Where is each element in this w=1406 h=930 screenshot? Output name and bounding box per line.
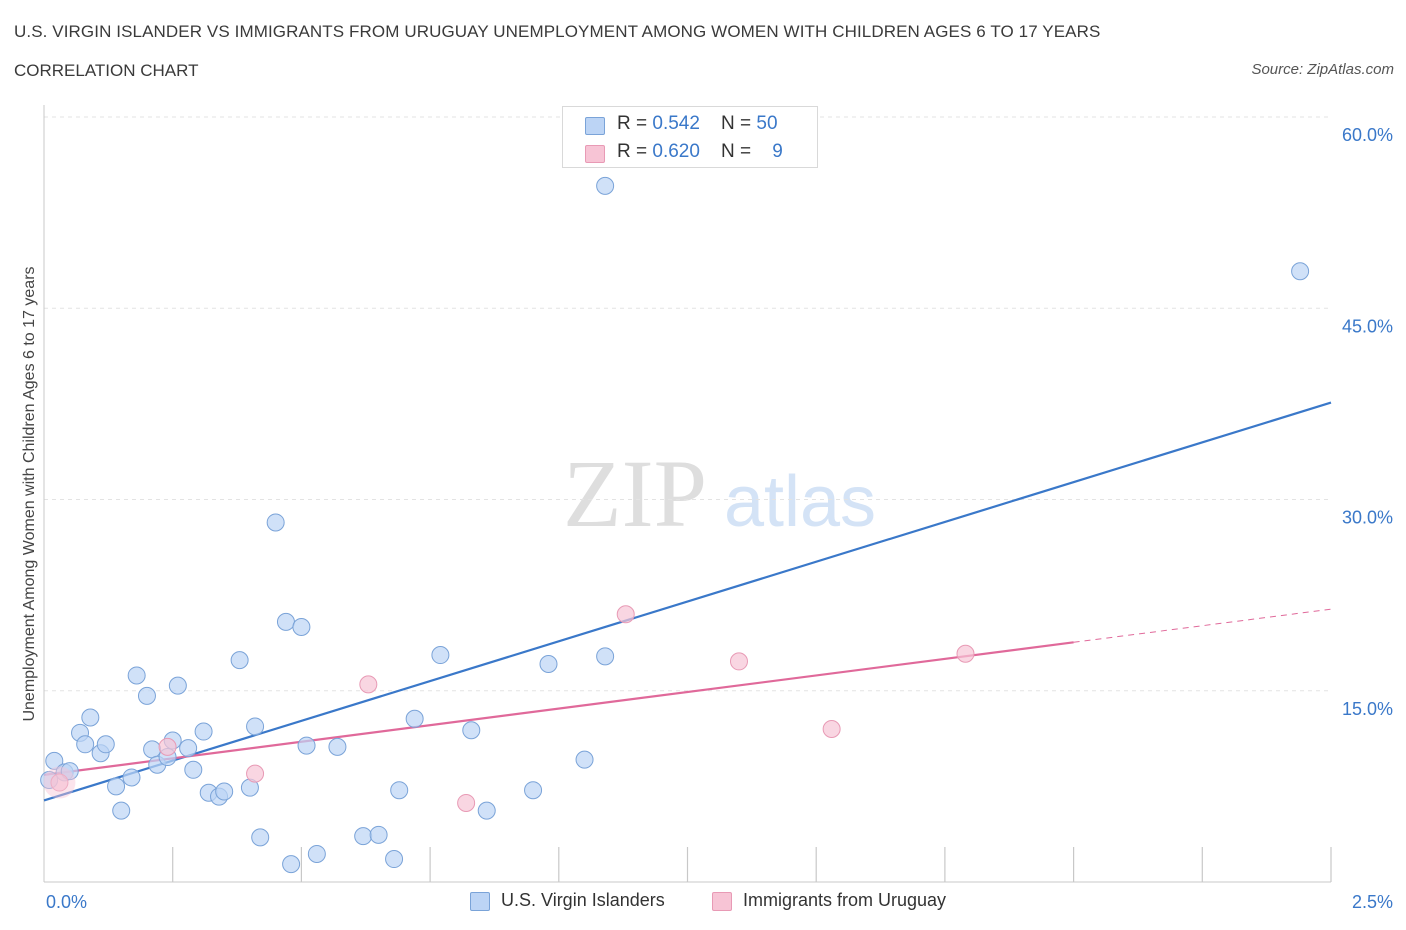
virgin-islander-point [246,717,265,736]
virgin-islander-point [328,737,347,756]
virgin-islander-point [369,825,388,844]
watermark: ZIP atlas [563,440,876,547]
virgin-islander-point [596,176,615,195]
y-tick-label: 15.0% [1342,699,1393,719]
virgin-islander-point [137,686,156,705]
source-label: Source: ZipAtlas.com [1251,61,1394,78]
virgin-islander-point [184,760,203,779]
uruguay-point [729,652,748,671]
legend-r-label: R = [617,141,653,162]
virgin-islander-point [431,646,450,665]
virgin-islander-point [194,722,213,741]
virgin-islander-point [251,828,270,847]
virgin-islander-point [230,651,249,670]
legend-swatch-blue [585,117,605,135]
virgin-islander-point [354,827,373,846]
y-tick-label: 30.0% [1342,508,1393,528]
watermark-zip: ZIP [563,440,707,547]
legend-swatch-pink [585,145,605,163]
uruguay-trendline [43,641,1074,776]
legend-n-value: 50 [756,113,778,134]
virgin-islander-point [1291,262,1310,281]
virgin-islander-point [405,709,424,728]
y-tick-label: 60.0% [1342,125,1393,145]
legend-r-label: R = [617,113,653,134]
virgin-islander-point [297,736,316,755]
virgin-islander-point [168,676,187,695]
uruguay-trendline-extension [1073,608,1332,643]
virgin-islander-point [81,708,100,727]
virgin-islander-point [282,855,301,874]
virgin-islander-point [127,666,146,685]
virgin-islander-point [112,801,131,820]
bottom-legend-swatch-pink [712,892,732,911]
virgin-islander-point [107,777,126,796]
uruguay-point [359,675,378,694]
uruguay-point-cluster [43,766,76,799]
stats-legend: R = 0.542 N = 50 R = 0.620 N = 9 [562,106,818,168]
virgin-islander-point [596,647,615,666]
virgin-islander-point [276,612,295,631]
bottom-legend-swatch-blue [470,892,490,911]
uruguay-point [457,793,476,812]
virgin-islander-point [385,850,404,869]
legend-n-label: N = [721,113,757,134]
y-tick-label: 45.0% [1342,316,1393,336]
virgin-islander-point [477,801,496,820]
bottom-legend-label: U.S. Virgin Islanders [501,890,665,910]
virgin-islander-point [179,739,198,758]
virgin-islander-point [45,751,64,770]
virgin-islander-point [539,654,558,673]
virgin-islander-point [122,768,141,787]
legend-r-value: 0.542 [652,113,700,134]
legend-n-label: N = [721,141,757,162]
virgin-islander-point [390,781,409,800]
virgin-islander-point [524,781,543,800]
virgin-islander-point [292,618,311,636]
watermark-atlas: atlas [724,462,876,542]
virgin-islander-point [60,762,79,781]
uruguay-point [158,737,177,756]
virgin-islander-point [462,721,481,740]
uruguay-point [956,644,975,663]
virgin-islander-point [215,782,234,801]
x-tick-label: 0.0% [46,892,87,912]
legend-r-value: 0.620 [652,141,700,162]
virgin-islander-point [76,735,95,754]
virgin-islander-point [266,513,285,532]
chart-title: U.S. VIRGIN ISLANDER VS IMMIGRANTS FROM … [14,22,1101,41]
virgin-islander-point [96,735,115,754]
uruguay-point [246,764,265,783]
uruguay-point [50,773,69,792]
x-tick-label: 2.5% [1352,892,1393,912]
uruguay-point [616,605,635,624]
chart-subtitle: CORRELATION CHART [14,61,199,80]
virgin-islander-point [307,844,326,863]
legend-n-value: 9 [772,141,783,162]
virgin-islander-point [143,740,162,759]
uruguay-point [822,720,841,738]
bottom-legend-label: Immigrants from Uruguay [743,890,947,910]
virgin-islander-point [575,750,594,769]
